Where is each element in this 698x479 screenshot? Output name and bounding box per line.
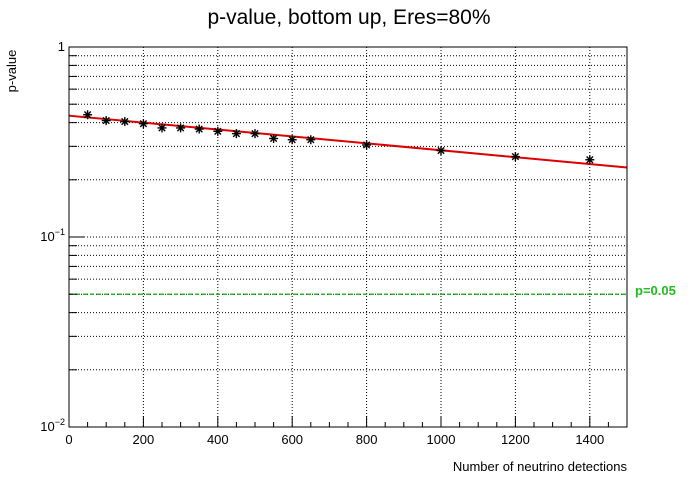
y-tick-label: 1 [58, 39, 65, 54]
data-point [585, 155, 595, 165]
data-point-stroke [437, 146, 445, 155]
x-tick-label: 600 [281, 432, 303, 447]
data-point-stroke [288, 136, 296, 144]
data-point [83, 110, 93, 120]
y-tick-label: 10−1 [40, 227, 65, 244]
data-point-stroke [269, 134, 278, 143]
tick-labels: 0 200 400 600 800 1000 1200 1400 1 10−1 10−2 [40, 39, 604, 447]
data-point [138, 119, 148, 129]
data-point [157, 123, 167, 133]
data-point [120, 117, 130, 127]
data-point [510, 152, 520, 162]
data-point-stroke [102, 116, 110, 125]
data-point-stroke [195, 125, 203, 133]
chart-title: p-value, bottom up, Eres=80% [207, 6, 490, 29]
x-tick-label: 1000 [427, 432, 456, 447]
fit-line [68, 114, 628, 169]
reference-line-label: p=0.05 [635, 283, 676, 298]
y-tick-label: 10−2 [40, 417, 65, 434]
x-tick-label: 1200 [501, 432, 530, 447]
data-point [362, 140, 372, 150]
data-point-stroke [307, 136, 315, 144]
grid [69, 47, 627, 427]
data-point [101, 116, 111, 126]
reference-line-group: p=0.05 [69, 283, 676, 298]
data-point-stroke [586, 156, 594, 164]
x-tick-label: 200 [133, 432, 155, 447]
data-point-stroke [251, 129, 259, 138]
data-point-stroke [121, 117, 129, 126]
data-point-stroke [511, 152, 520, 161]
data-point [250, 129, 260, 139]
axis-ticks [68, 46, 628, 428]
data-point [231, 129, 241, 139]
data-point [269, 133, 279, 143]
data-points [83, 110, 595, 165]
x-axis-label: Number of neutrino detections [453, 459, 628, 474]
data-point [287, 135, 297, 145]
data-point [436, 146, 446, 156]
data-point-stroke [158, 124, 166, 132]
data-point-stroke [232, 129, 241, 138]
data-point-stroke [176, 124, 185, 132]
x-tick-label: 400 [207, 432, 229, 447]
data-point [176, 123, 186, 133]
x-tick-label: 0 [65, 432, 72, 447]
data-point-stroke [139, 119, 148, 128]
x-tick-label: 1400 [575, 432, 604, 447]
data-point-stroke [362, 141, 371, 149]
data-point [213, 126, 223, 136]
y-axis-label: p-value [4, 50, 19, 93]
data-point-stroke [83, 111, 92, 119]
fit-line-group [68, 114, 628, 169]
data-point [306, 135, 316, 145]
x-tick-label: 800 [356, 432, 378, 447]
data-point [194, 124, 204, 134]
data-point-stroke [214, 127, 222, 135]
